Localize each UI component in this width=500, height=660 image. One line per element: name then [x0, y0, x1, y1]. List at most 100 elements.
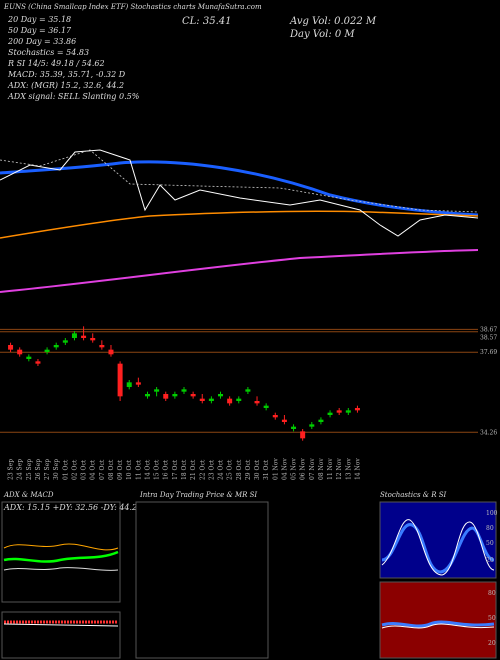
x-tick-label: 10 Oct: [126, 459, 133, 480]
candle-body: [44, 349, 50, 352]
panel-title: Stochastics & R SI: [380, 491, 447, 499]
x-tick-label: 30 Oct: [254, 459, 261, 480]
candle-body: [26, 356, 32, 359]
x-tick-label: 22 Oct: [199, 459, 206, 480]
candle-body: [190, 394, 196, 397]
x-tick-label: 17 Oct: [172, 459, 179, 480]
candle-body: [245, 389, 251, 392]
candle-body: [345, 410, 351, 413]
intraday-panel: [135, 501, 269, 659]
candle-body: [90, 338, 96, 341]
stoch-tick: 50: [486, 540, 494, 547]
ma200: 200 Day = 33.86: [7, 37, 76, 46]
x-tick-label: 11 Oct: [135, 459, 142, 480]
ma20: 20 Day = 35.18: [7, 15, 71, 24]
candle-body: [126, 382, 132, 387]
x-tick-label: 11 Nov: [327, 458, 334, 480]
x-tick-label: 31 Oct: [263, 459, 270, 480]
panel-title: Intra Day Trading Price & MR SI: [139, 491, 257, 499]
x-tick-label: 23 Sep: [8, 459, 15, 480]
candle-body: [354, 408, 360, 411]
x-tick-label: 28 Oct: [236, 459, 243, 480]
rsi-panel: [379, 581, 497, 659]
x-tick-label: 07 Nov: [309, 458, 316, 480]
x-tick-label: 01 Nov: [272, 458, 279, 480]
candle-body: [199, 398, 205, 401]
ma50: 50 Day = 36.17: [8, 26, 72, 35]
candle-body: [336, 410, 342, 413]
x-tick-label: 16 Oct: [163, 459, 170, 480]
x-tick-label: 21 Oct: [190, 459, 197, 480]
rsi-line: [381, 620, 495, 628]
candle-body: [163, 394, 169, 399]
macd-panel: [1, 611, 121, 659]
stochastics: Stochastics = 54.83: [8, 48, 89, 57]
close: CL: 35.41: [182, 16, 231, 27]
macd: MACD: 35.39, 35.71, -0.32 D: [7, 70, 126, 79]
candle-body: [254, 401, 260, 404]
rsi-tick: 50: [488, 615, 496, 622]
rsi-tick: 20: [488, 640, 496, 647]
candle-body: [281, 419, 287, 422]
candle-body: [144, 394, 150, 397]
x-tick-label: 23 Oct: [208, 459, 215, 480]
x-tick-label: 15 Oct: [154, 459, 161, 480]
rsi: R SI 14/5: 49.18 / 54.62: [7, 59, 105, 68]
x-tick-label: 07 Oct: [99, 459, 106, 480]
x-tick-label: 29 Oct: [245, 459, 252, 480]
adx-signal: ADX signal: SELL Slanting 0.5%: [7, 92, 140, 101]
candle-body: [181, 389, 187, 392]
stoch-tick: 20: [486, 557, 494, 564]
x-tick-label: 25 Sep: [26, 459, 33, 480]
x-tick-label: 06 Nov: [300, 458, 307, 480]
ma-line: [0, 160, 479, 217]
avg-vol: Avg Vol: 0.022 M: [289, 16, 377, 27]
y-tick-label: 34.26: [480, 429, 497, 436]
stoch-tick: 100: [486, 510, 498, 517]
x-tick-label: 02 Oct: [71, 459, 78, 480]
x-tick-label: 25 Oct: [227, 459, 234, 480]
ma-line: [0, 149, 479, 213]
stoch-panel: [379, 501, 497, 579]
price-line: [0, 149, 479, 237]
adx-panel: [1, 501, 121, 603]
candle-body: [218, 394, 224, 397]
candle-body: [135, 382, 141, 385]
x-tick-label: 01 Oct: [62, 459, 69, 480]
ma-line: [0, 249, 479, 293]
candle-body: [71, 333, 77, 338]
x-tick-label: 04 Nov: [281, 458, 288, 480]
x-tick-label: 30 Sep: [53, 459, 60, 480]
candle-body: [309, 424, 315, 427]
candle-body: [263, 405, 269, 408]
candle-body: [17, 349, 23, 355]
candle-body: [81, 335, 87, 338]
adx-line: [3, 567, 119, 571]
candle-body: [53, 345, 59, 348]
x-tick-label: 08 Nov: [318, 458, 325, 480]
y-tick-label: 38.57: [480, 335, 497, 342]
panel-title: ADX & MACD: [3, 491, 54, 499]
candle-body: [99, 345, 105, 348]
candle-body: [172, 394, 178, 397]
macd-line: [3, 623, 119, 627]
candle-body: [272, 415, 278, 418]
x-tick-label: 04 Oct: [90, 459, 97, 480]
candle-body: [227, 398, 233, 404]
rsi-tick: 80: [488, 590, 496, 597]
candle-body: [35, 361, 41, 364]
adx-values: ADX: 15.15 +DY: 32.56 -DY: 44.29: [3, 503, 142, 512]
x-tick-label: 24 Sep: [17, 459, 24, 480]
candle-body: [108, 349, 114, 355]
x-tick-label: 27 Sep: [44, 459, 51, 480]
stoch-line: [381, 519, 495, 576]
top-line: EUNS (China Smallcap Index ETF) Stochast…: [3, 3, 262, 11]
y-tick-label: 38.67: [480, 326, 497, 333]
ma-line: [0, 210, 479, 239]
x-tick-label: 05 Nov: [291, 458, 298, 480]
x-tick-label: 13 Nov: [345, 458, 352, 480]
x-tick-label: 26 Sep: [35, 459, 42, 480]
candle-body: [62, 340, 68, 343]
candle-body: [291, 426, 297, 429]
